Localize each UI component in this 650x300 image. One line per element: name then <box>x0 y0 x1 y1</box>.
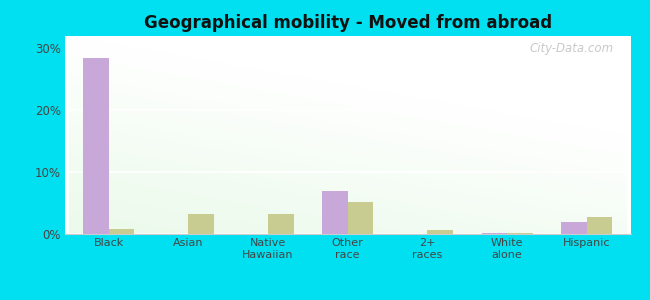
Bar <box>268 214 294 234</box>
Bar <box>188 214 214 234</box>
Bar <box>428 230 453 234</box>
Bar <box>109 229 135 234</box>
Bar <box>561 222 587 234</box>
Text: City-Data.com: City-Data.com <box>529 42 614 55</box>
Bar <box>507 233 532 234</box>
Bar <box>348 202 373 234</box>
Bar <box>83 58 109 234</box>
Bar <box>322 191 348 234</box>
Title: Geographical mobility - Moved from abroad: Geographical mobility - Moved from abroa… <box>144 14 552 32</box>
Bar <box>587 217 612 234</box>
Bar <box>482 233 507 234</box>
